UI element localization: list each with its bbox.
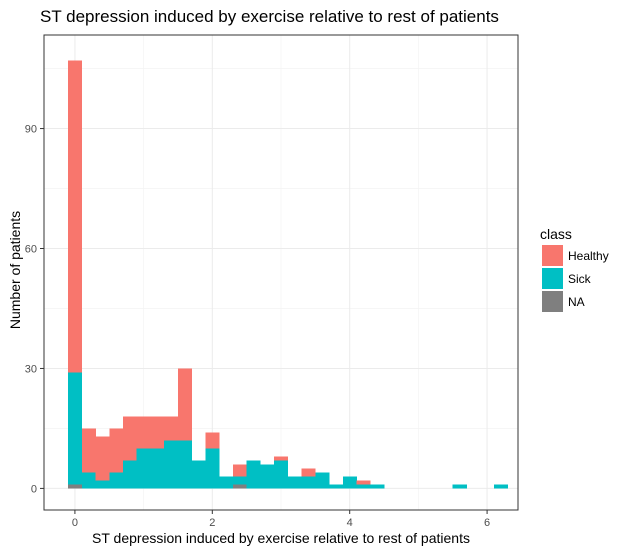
x-axis: 0 2 4 6 (72, 510, 490, 529)
y-tick-label: 30 (25, 363, 37, 375)
bar-sick (452, 484, 467, 489)
x-tick-label: 4 (347, 517, 353, 529)
bar-sick (219, 476, 234, 489)
bar-healthy (136, 416, 151, 449)
bar-sick (68, 372, 83, 485)
legend-swatch-healthy (542, 245, 563, 266)
legend-swatch-na (542, 291, 563, 312)
bar-sick (95, 480, 110, 489)
y-axis-title: Number of patients (7, 211, 23, 329)
legend-label-sick: Sick (568, 272, 592, 286)
bar-na (232, 484, 247, 489)
bar-healthy (177, 368, 192, 441)
bar-sick (150, 448, 165, 489)
bar-sick (329, 484, 344, 489)
legend-label-na: NA (568, 295, 585, 309)
bar-healthy (205, 432, 220, 449)
legend-title: class (540, 226, 572, 242)
bar-healthy (274, 456, 289, 461)
bar-sick (205, 448, 220, 489)
bar-sick (123, 460, 138, 489)
bar-sick (136, 448, 151, 489)
bar-sick (260, 464, 275, 489)
bar-sick (81, 472, 96, 489)
bar-sick (356, 484, 371, 489)
x-tick-label: 6 (484, 517, 490, 529)
bar-sick (177, 440, 192, 489)
bar-sick (274, 460, 289, 489)
x-tick-label: 0 (72, 517, 78, 529)
bars (68, 60, 508, 489)
bar-sick (315, 472, 330, 489)
bar-sick (232, 476, 247, 485)
grid-major (44, 35, 518, 510)
y-tick-label: 0 (31, 483, 37, 495)
bar-sick (164, 440, 179, 489)
bar-healthy (301, 468, 316, 477)
bar-sick (301, 476, 316, 489)
bar-healthy (150, 416, 165, 449)
plot-border (43, 34, 519, 511)
chart-title: ST depression induced by exercise relati… (40, 7, 499, 26)
legend-label-healthy: Healthy (568, 249, 609, 263)
legend-swatch-sick (542, 268, 563, 289)
bar-sick (246, 460, 261, 489)
bar-healthy (68, 60, 83, 373)
bar-sick (287, 476, 302, 489)
bar-sick (370, 484, 385, 489)
bar-healthy (109, 428, 124, 473)
bar-healthy (95, 436, 110, 481)
bar-healthy (356, 480, 371, 485)
x-axis-title: ST depression induced by exercise relati… (92, 530, 470, 546)
bar-sick (109, 472, 124, 489)
bar-healthy (164, 416, 179, 441)
bar-sick (342, 476, 357, 489)
x-tick-label: 2 (209, 517, 215, 529)
y-tick-label: 60 (25, 244, 37, 256)
bar-healthy (232, 464, 247, 477)
bar-sick (191, 460, 206, 489)
bar-healthy (123, 416, 138, 461)
bar-sick (493, 484, 508, 489)
legend: class Healthy Sick NA (540, 226, 609, 312)
bar-na (68, 484, 83, 489)
y-axis: 0 30 60 90 (25, 124, 44, 495)
bar-healthy (81, 428, 96, 473)
y-tick-label: 90 (25, 124, 37, 136)
